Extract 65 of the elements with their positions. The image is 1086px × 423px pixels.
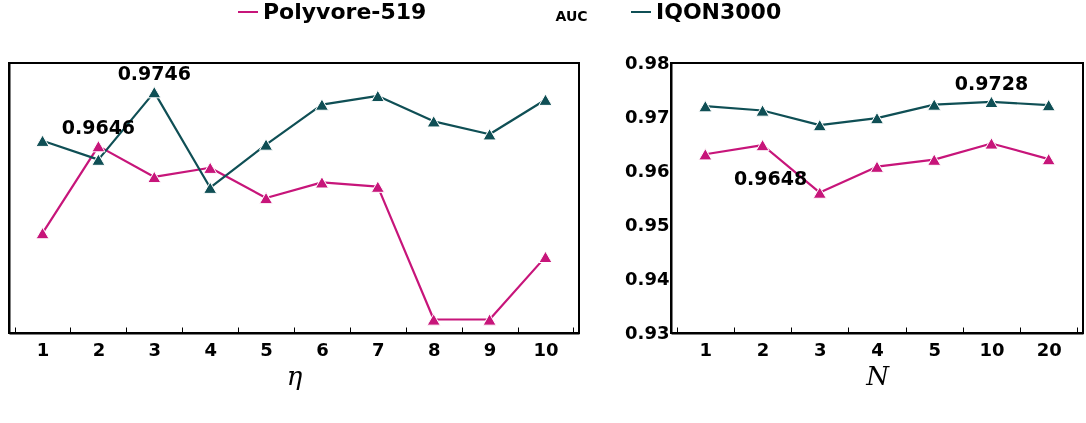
point bbox=[812, 118, 827, 132]
point bbox=[869, 111, 885, 125]
point bbox=[698, 148, 713, 161]
y-tick-label: 0.94 bbox=[625, 267, 670, 289]
point bbox=[91, 153, 106, 166]
annotation: 0.9728 bbox=[954, 71, 1029, 94]
point bbox=[426, 115, 441, 128]
x-tick-label: 7 bbox=[372, 338, 385, 360]
point bbox=[927, 98, 942, 111]
y-tick-label: 0.93 bbox=[625, 321, 670, 343]
point bbox=[538, 93, 553, 106]
point bbox=[812, 186, 827, 199]
x-tick-label: 20 bbox=[1036, 338, 1062, 360]
y-tick-label: 0.98 bbox=[625, 51, 670, 73]
point bbox=[1041, 98, 1056, 112]
x-tick-label: 4 bbox=[871, 338, 884, 360]
point bbox=[314, 176, 329, 189]
point bbox=[259, 138, 274, 151]
point bbox=[147, 86, 162, 99]
point bbox=[203, 181, 218, 194]
point bbox=[755, 138, 770, 152]
y-axis-title: AUC bbox=[555, 7, 588, 24]
point bbox=[259, 191, 274, 205]
legend-label: IQON3000 bbox=[656, 0, 782, 24]
x-tick-label: 10 bbox=[533, 338, 559, 360]
point bbox=[1041, 152, 1056, 166]
x-tick-label: 9 bbox=[483, 338, 497, 360]
point bbox=[482, 313, 497, 326]
point bbox=[984, 95, 999, 109]
annotation: 0.9648 bbox=[733, 167, 808, 190]
x-axis-title: η bbox=[286, 360, 303, 391]
point bbox=[203, 161, 218, 174]
x-tick-label: 1 bbox=[699, 338, 713, 360]
x-tick-label: 10 bbox=[979, 338, 1005, 360]
x-tick-label: 3 bbox=[814, 338, 827, 360]
point bbox=[370, 180, 385, 193]
point bbox=[869, 160, 885, 173]
point bbox=[538, 250, 553, 264]
x-tick-label: 4 bbox=[204, 338, 217, 360]
point bbox=[698, 100, 713, 113]
x-tick-label: 1 bbox=[36, 338, 50, 360]
point bbox=[984, 137, 999, 150]
x-tick-label: 6 bbox=[316, 338, 329, 360]
x-tick-label: 2 bbox=[756, 338, 770, 360]
point bbox=[91, 140, 106, 153]
x-tick-label: 5 bbox=[260, 338, 273, 360]
point bbox=[426, 313, 441, 326]
y-tick-label: 0.95 bbox=[625, 213, 670, 235]
point bbox=[35, 226, 50, 240]
x-tick-label: 8 bbox=[427, 338, 441, 360]
x-tick-label: 5 bbox=[928, 338, 941, 360]
point bbox=[314, 98, 329, 111]
point bbox=[927, 153, 942, 166]
point bbox=[755, 104, 770, 117]
x-tick-label: 2 bbox=[92, 338, 106, 360]
point bbox=[147, 170, 162, 184]
point bbox=[370, 89, 385, 103]
y-tick-label: 0.96 bbox=[625, 159, 670, 181]
x-tick-label: 3 bbox=[148, 338, 162, 360]
y-tick-label: 0.97 bbox=[625, 105, 670, 127]
annotation: 0.9746 bbox=[117, 62, 191, 85]
x-axis-title: N bbox=[865, 360, 891, 391]
point bbox=[482, 128, 497, 141]
point bbox=[35, 134, 50, 147]
legend-label: Polyvore-519 bbox=[263, 0, 427, 24]
